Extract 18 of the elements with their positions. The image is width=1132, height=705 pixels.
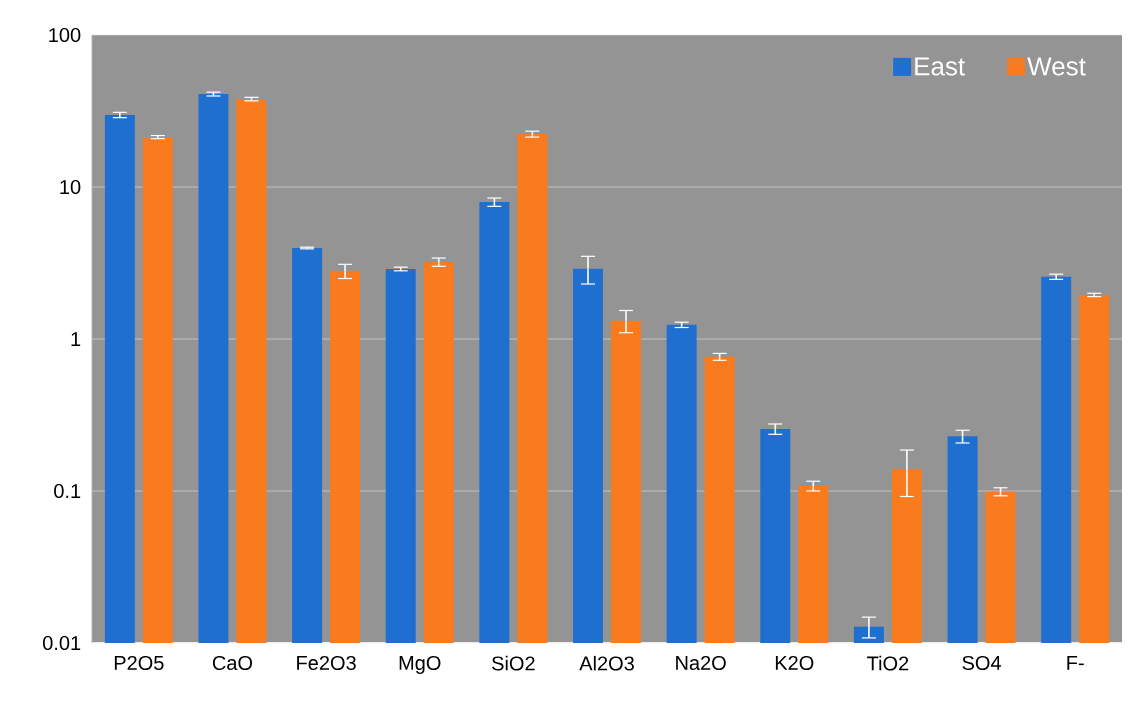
x-tick-label: Na2O [676, 655, 726, 671]
x-tick-label: F- [1067, 655, 1084, 670]
x-tick-label: MgO [399, 655, 441, 674]
x-tick-label: CaO [212, 655, 253, 671]
y-tick-label: 10 [60, 179, 81, 195]
y-tick-label: 0.01 [43, 635, 81, 651]
legend-label: East [915, 57, 965, 76]
legend-label: West [1027, 57, 1086, 76]
x-tick-label: Al2O3 [579, 655, 634, 671]
y-tick-label: 100 [49, 27, 81, 43]
y-tick-label: 0.1 [54, 483, 81, 499]
x-tick-label: K2O [775, 655, 814, 671]
x-tick-label: TiO2 [867, 655, 909, 671]
x-tick-label: SiO2 [492, 655, 535, 671]
y-tick-label: 1 [71, 332, 81, 346]
x-tick-label: SO4 [962, 655, 1001, 671]
x-tick-label: P2O5 [114, 655, 164, 671]
x-tick-label: Fe2O3 [297, 655, 356, 671]
